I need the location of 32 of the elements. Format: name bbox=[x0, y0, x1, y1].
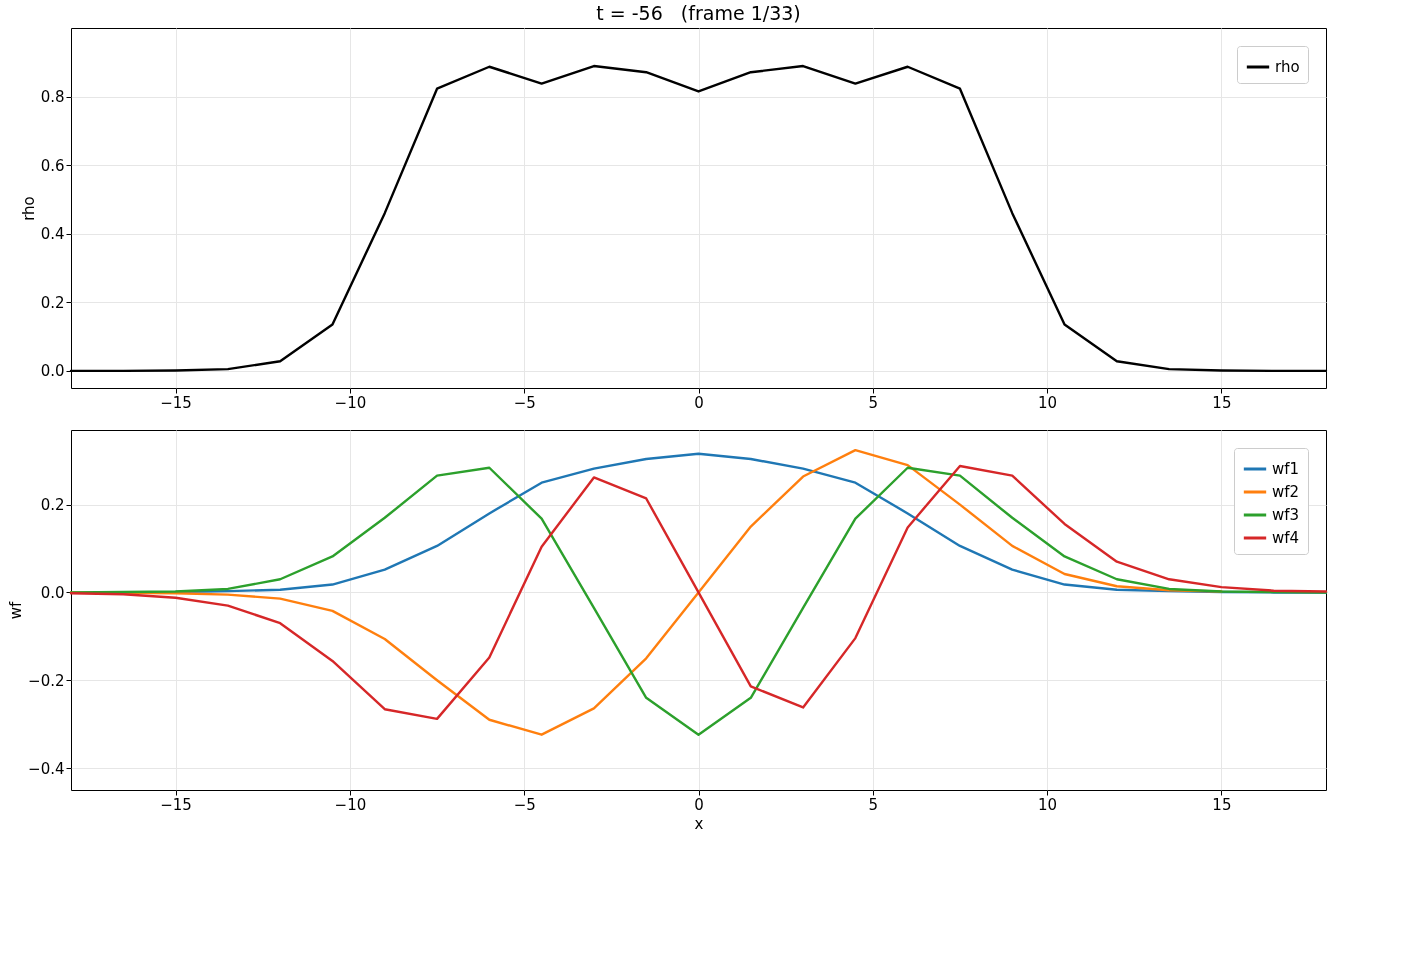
y-tick-label: 0.8 bbox=[40, 88, 65, 107]
y-tick-label: 0.6 bbox=[40, 156, 65, 175]
y-tick-label: 0.2 bbox=[40, 496, 65, 515]
y-axis-title: rho bbox=[19, 196, 38, 221]
legend-label: rho bbox=[1275, 58, 1300, 76]
y-tick-label: −0.2 bbox=[28, 671, 65, 690]
x-tick-label: 0 bbox=[694, 795, 704, 814]
x-tick-label: −15 bbox=[160, 795, 192, 814]
x-tick-label: 5 bbox=[868, 795, 879, 814]
y-tick-label: 0.0 bbox=[40, 362, 65, 381]
legend-label: wf4 bbox=[1272, 529, 1300, 547]
x-tick-label: −5 bbox=[513, 795, 536, 814]
y-tick-label: 0.4 bbox=[40, 225, 65, 244]
x-tick-label: −5 bbox=[513, 393, 536, 412]
x-tick-label: 10 bbox=[1038, 393, 1058, 412]
x-tick-label: 15 bbox=[1212, 795, 1232, 814]
legend-label: wf2 bbox=[1272, 483, 1300, 501]
x-axis-title: x bbox=[694, 814, 704, 833]
x-tick-label: −10 bbox=[334, 795, 367, 814]
x-tick-label: −10 bbox=[334, 393, 367, 412]
x-tick-label: 15 bbox=[1212, 393, 1232, 412]
y-axis-title: wf bbox=[7, 601, 26, 620]
x-tick-label: −15 bbox=[160, 393, 192, 412]
legend-label: wf1 bbox=[1272, 460, 1300, 478]
x-tick-label: 0 bbox=[694, 393, 704, 412]
x-tick-label: 5 bbox=[868, 393, 879, 412]
chart-title: t = -56 (frame 1/33) bbox=[596, 2, 801, 24]
y-tick-label: 0.0 bbox=[40, 583, 65, 602]
y-tick-label: −0.4 bbox=[28, 759, 65, 778]
x-tick-label: 10 bbox=[1038, 795, 1058, 814]
legend-label: wf3 bbox=[1272, 506, 1300, 524]
y-tick-label: 0.2 bbox=[40, 293, 65, 312]
